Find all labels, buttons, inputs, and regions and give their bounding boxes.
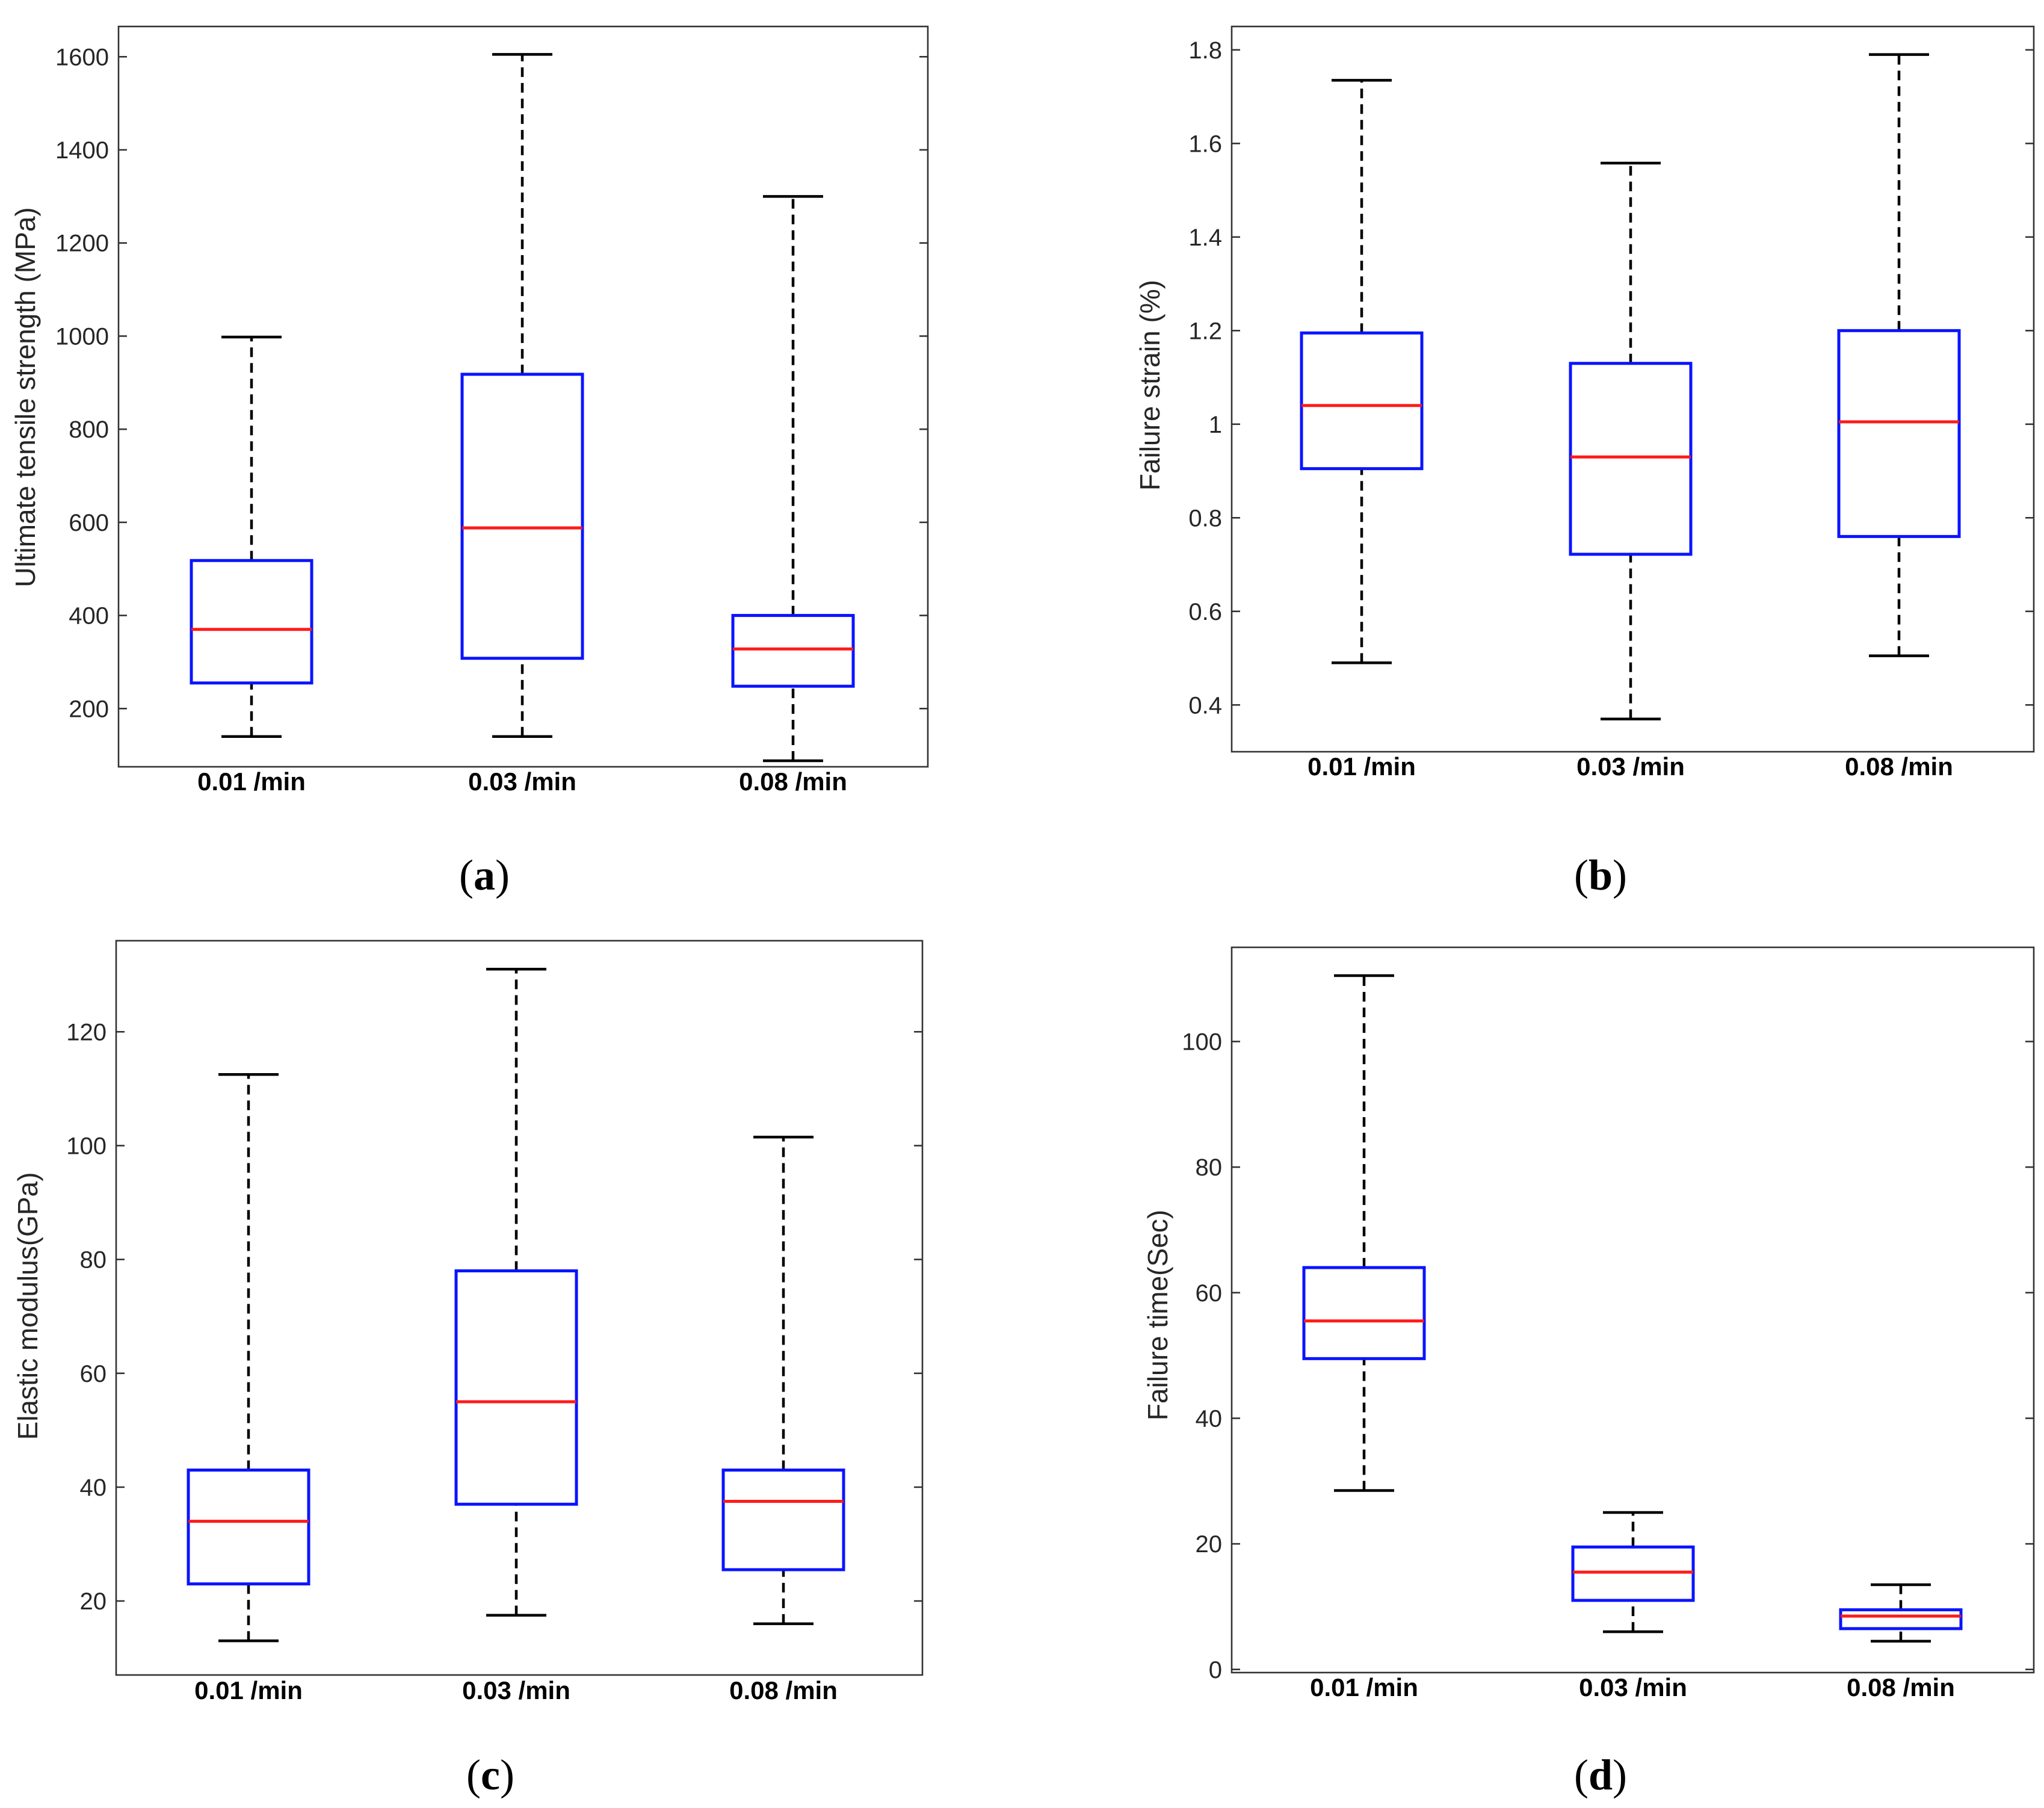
plot-area-frame	[115, 940, 924, 1676]
box-1	[1302, 974, 1426, 1492]
y-tick-label: 20	[80, 1588, 107, 1615]
x-axis-category-labels: 0.01 /min 0.03 /min 0.08 /min	[197, 767, 847, 796]
y-tick-label: 1.4	[1188, 224, 1222, 251]
iqr-box	[1837, 329, 1961, 538]
y-tick-label: 100	[66, 1133, 107, 1159]
y-tick-label: 400	[69, 603, 109, 630]
y-tick-label: 0.4	[1188, 692, 1222, 719]
y-tick-label: 1400	[55, 137, 109, 164]
x-category-label: 0.01 /min	[194, 1676, 303, 1704]
panel-label-a: (a)	[459, 851, 510, 899]
box-series	[187, 968, 845, 1642]
y-axis-ticks: 20 40 60 80 100 120	[66, 1019, 922, 1615]
iqr-box	[1302, 1266, 1426, 1360]
x-category-label: 0.01 /min	[1308, 752, 1416, 781]
x-axis-category-labels: 0.01 /min 0.03 /min 0.08 /min	[1310, 1673, 1955, 1701]
box-1	[1300, 79, 1424, 664]
y-tick-label: 1.6	[1188, 131, 1222, 157]
y-axis-title: Ultimate tensile strength (MPa)	[10, 207, 41, 587]
panel-label-d: (d)	[1574, 1751, 1627, 1799]
panel-d-failure-time: Failure time(Sec) 0 20 40 60 80 100 0.01 /min…	[1142, 946, 2035, 1799]
panel-b-failure-strain: Failure strain (%) 0.4 0.6 0.8 1 1.2 1.4 1.6 1.…	[1134, 25, 2035, 899]
y-tick-label: 1200	[55, 231, 109, 257]
box-3	[721, 1136, 845, 1626]
x-category-label: 0.03 /min	[1579, 1673, 1687, 1701]
iqr-box	[731, 614, 855, 688]
y-tick-label: 80	[80, 1247, 107, 1274]
box-2	[460, 53, 584, 738]
box-3	[1839, 1583, 1963, 1643]
iqr-box	[454, 1269, 578, 1506]
y-tick-label: 0.6	[1188, 599, 1222, 625]
x-category-label: 0.08 /min	[1845, 752, 1953, 781]
x-category-label: 0.01 /min	[1310, 1673, 1418, 1701]
y-tick-label: 0	[1209, 1657, 1222, 1683]
box-3	[731, 195, 855, 763]
plot-area-frame	[1230, 946, 2035, 1674]
box-series	[1302, 974, 1963, 1643]
panel-label-c: (c)	[466, 1751, 514, 1799]
x-category-label: 0.08 /min	[739, 767, 847, 796]
x-category-label: 0.08 /min	[729, 1676, 838, 1704]
y-tick-label: 40	[80, 1475, 107, 1501]
y-axis-ticks: 200 400 600 800 1000 1200 1400 1600	[55, 44, 928, 722]
box-2	[1571, 1511, 1695, 1633]
x-category-label: 0.03 /min	[462, 1676, 570, 1704]
y-tick-label: 1.2	[1188, 318, 1222, 344]
box-2	[454, 968, 578, 1617]
plot-area-frame	[117, 25, 929, 768]
iqr-box	[187, 1469, 310, 1586]
y-axis-title: Failure time(Sec)	[1142, 1210, 1173, 1420]
box-3	[1837, 53, 1961, 657]
box-1	[190, 335, 313, 738]
iqr-box	[1839, 1608, 1963, 1630]
x-category-label: 0.03 /min	[468, 767, 576, 796]
y-tick-label: 1.8	[1188, 37, 1222, 64]
iqr-box	[1571, 1545, 1695, 1602]
panel-c-elastic-modulus: Elastic modulus(GPa) 20 40 60 80 100 120 0.01…	[12, 940, 924, 1799]
x-axis-category-labels: 0.01 /min 0.03 /min 0.08 /min	[1308, 752, 1953, 781]
x-category-label: 0.03 /min	[1576, 752, 1685, 781]
iqr-box	[460, 373, 584, 660]
panel-label-b: (b)	[1574, 851, 1627, 899]
y-tick-label: 100	[1182, 1029, 1222, 1055]
y-tick-label: 800	[69, 416, 109, 443]
y-tick-label: 0.8	[1188, 505, 1222, 531]
y-tick-label: 60	[80, 1361, 107, 1387]
y-tick-label: 1600	[55, 44, 109, 70]
y-tick-label: 1	[1209, 412, 1222, 438]
plot-area-frame	[1230, 25, 2035, 753]
iqr-box	[190, 559, 313, 685]
y-tick-label: 600	[69, 510, 109, 536]
y-axis-title: Failure strain (%)	[1134, 280, 1166, 491]
x-category-label: 0.08 /min	[1847, 1673, 1955, 1701]
box-2	[1569, 161, 1693, 720]
box-series	[1300, 53, 1961, 720]
y-tick-label: 20	[1196, 1531, 1223, 1558]
iqr-box	[721, 1469, 845, 1571]
y-tick-label: 120	[66, 1019, 107, 1045]
x-axis-category-labels: 0.01 /min 0.03 /min 0.08 /min	[194, 1676, 838, 1704]
y-tick-label: 1000	[55, 323, 109, 350]
y-axis-ticks: 0.4 0.6 0.8 1 1.2 1.4 1.6 1.8	[1188, 37, 2034, 719]
y-tick-label: 200	[69, 696, 109, 722]
box-1	[187, 1073, 310, 1642]
box-series	[190, 53, 855, 763]
panel-a-ultimate-tensile-strength: Ultimate tensile strength (MPa) 200 400 60…	[10, 25, 929, 899]
iqr-box	[1569, 362, 1693, 556]
y-tick-label: 40	[1196, 1405, 1223, 1432]
x-category-label: 0.01 /min	[197, 767, 306, 796]
y-axis-ticks: 0 20 40 60 80 100	[1182, 1029, 2034, 1683]
y-tick-label: 80	[1196, 1154, 1223, 1181]
y-axis-title: Elastic modulus(GPa)	[12, 1172, 43, 1440]
iqr-box	[1300, 331, 1424, 471]
y-tick-label: 60	[1196, 1280, 1223, 1307]
